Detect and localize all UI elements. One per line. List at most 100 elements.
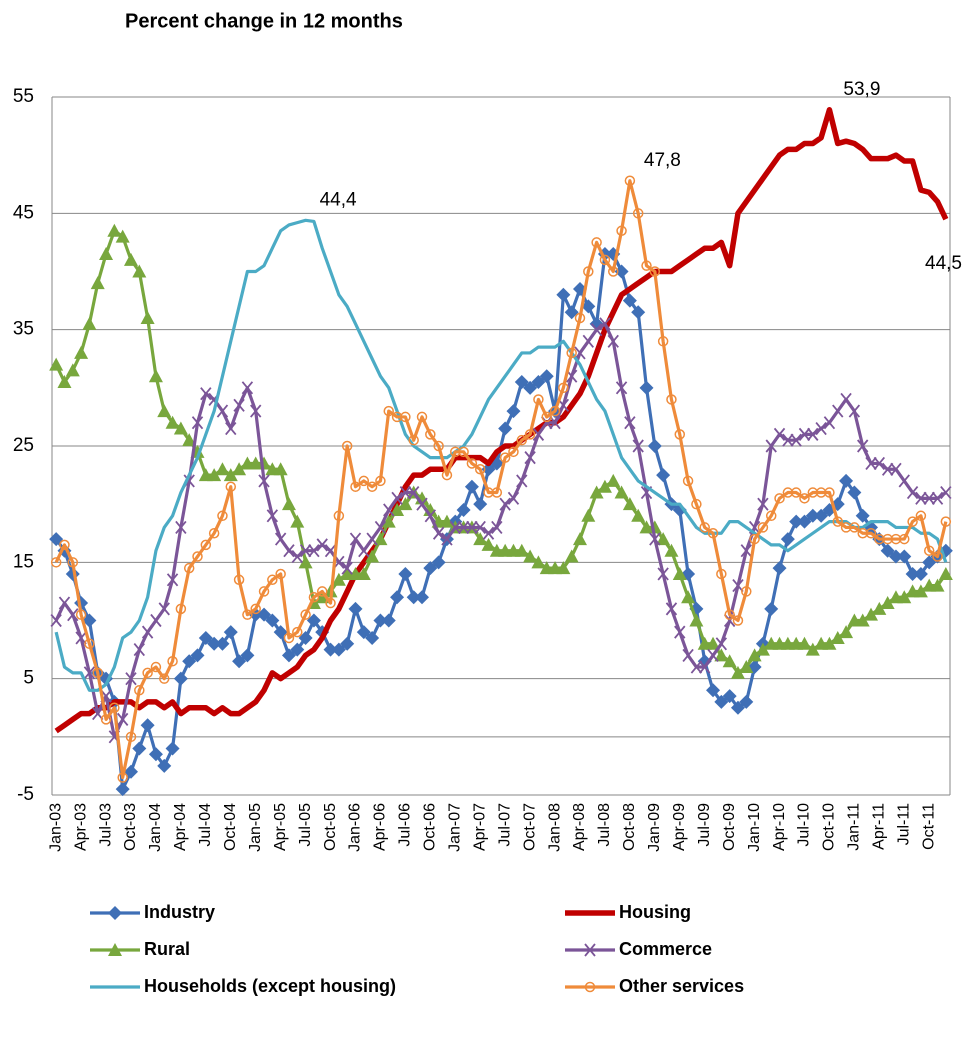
marker xyxy=(340,636,355,651)
marker xyxy=(474,520,486,535)
marker xyxy=(855,508,870,523)
marker xyxy=(722,689,737,704)
marker xyxy=(689,613,704,627)
marker xyxy=(799,493,810,504)
marker xyxy=(50,613,62,628)
marker xyxy=(780,532,795,547)
marker xyxy=(431,555,446,570)
marker xyxy=(225,481,237,492)
marker xyxy=(198,630,213,645)
marker xyxy=(531,375,546,390)
marker xyxy=(142,667,153,679)
marker xyxy=(897,549,912,564)
y-tick-label: 45 xyxy=(13,202,34,223)
marker xyxy=(92,667,103,679)
marker xyxy=(275,568,286,580)
marker xyxy=(907,516,918,527)
marker xyxy=(331,642,346,657)
series xyxy=(54,107,949,734)
marker xyxy=(381,514,396,528)
marker xyxy=(872,601,887,615)
marker xyxy=(325,597,336,609)
marker xyxy=(564,549,579,563)
marker xyxy=(215,462,230,476)
marker xyxy=(148,369,163,383)
marker xyxy=(832,404,844,418)
marker xyxy=(772,561,787,576)
x-tick-label: Apr-07 xyxy=(471,803,488,851)
marker xyxy=(847,485,862,500)
marker xyxy=(674,625,686,639)
marker xyxy=(115,782,130,797)
marker xyxy=(798,427,811,441)
marker xyxy=(649,532,661,546)
marker xyxy=(572,532,587,546)
marker xyxy=(631,508,646,522)
marker xyxy=(115,229,130,243)
marker xyxy=(822,636,837,650)
marker xyxy=(132,741,147,756)
marker xyxy=(374,520,387,535)
marker xyxy=(913,584,928,598)
marker xyxy=(549,405,561,417)
marker xyxy=(606,473,621,487)
marker xyxy=(250,603,261,615)
x-tick-label: Apr-06 xyxy=(372,803,389,851)
marker xyxy=(132,264,147,278)
marker xyxy=(666,394,677,405)
series-line xyxy=(54,218,948,692)
marker xyxy=(134,685,145,696)
marker xyxy=(75,609,87,620)
series xyxy=(50,317,952,744)
marker xyxy=(208,528,220,539)
marker xyxy=(158,602,170,616)
x-tick-label: Jan-04 xyxy=(147,803,164,852)
marker xyxy=(849,522,860,533)
x-tick-label: Jul-04 xyxy=(197,803,214,847)
legend-label: Other services xyxy=(619,976,744,996)
marker xyxy=(498,421,513,436)
marker xyxy=(350,481,361,492)
marker xyxy=(474,464,486,475)
marker xyxy=(549,416,561,430)
marker xyxy=(706,636,721,650)
marker xyxy=(265,613,280,628)
marker xyxy=(425,429,436,440)
marker xyxy=(614,485,629,499)
marker xyxy=(373,532,388,546)
marker xyxy=(373,613,388,628)
marker xyxy=(391,491,403,505)
marker xyxy=(223,625,238,640)
marker xyxy=(566,347,577,359)
marker xyxy=(707,528,719,539)
marker xyxy=(840,392,852,407)
marker xyxy=(932,551,943,562)
marker xyxy=(616,225,627,237)
marker xyxy=(109,702,120,713)
marker xyxy=(556,287,571,302)
marker xyxy=(880,543,895,558)
marker xyxy=(466,458,478,469)
marker xyxy=(514,375,529,390)
marker xyxy=(805,642,820,656)
marker xyxy=(807,427,819,441)
marker xyxy=(50,557,62,568)
marker xyxy=(624,175,636,187)
marker xyxy=(832,516,843,527)
x-tick-label: Apr-08 xyxy=(571,803,588,851)
legend-item: Commerce xyxy=(565,939,712,959)
marker xyxy=(491,487,503,498)
x-tick-label: Jan-10 xyxy=(746,803,763,852)
marker xyxy=(674,429,686,440)
marker xyxy=(358,475,370,487)
marker xyxy=(423,561,438,576)
marker xyxy=(647,439,662,453)
marker xyxy=(116,712,129,726)
marker xyxy=(283,632,295,644)
series xyxy=(50,175,952,783)
marker xyxy=(424,509,437,523)
marker xyxy=(67,557,79,568)
marker xyxy=(589,485,604,499)
marker xyxy=(764,601,779,616)
marker xyxy=(266,509,279,523)
